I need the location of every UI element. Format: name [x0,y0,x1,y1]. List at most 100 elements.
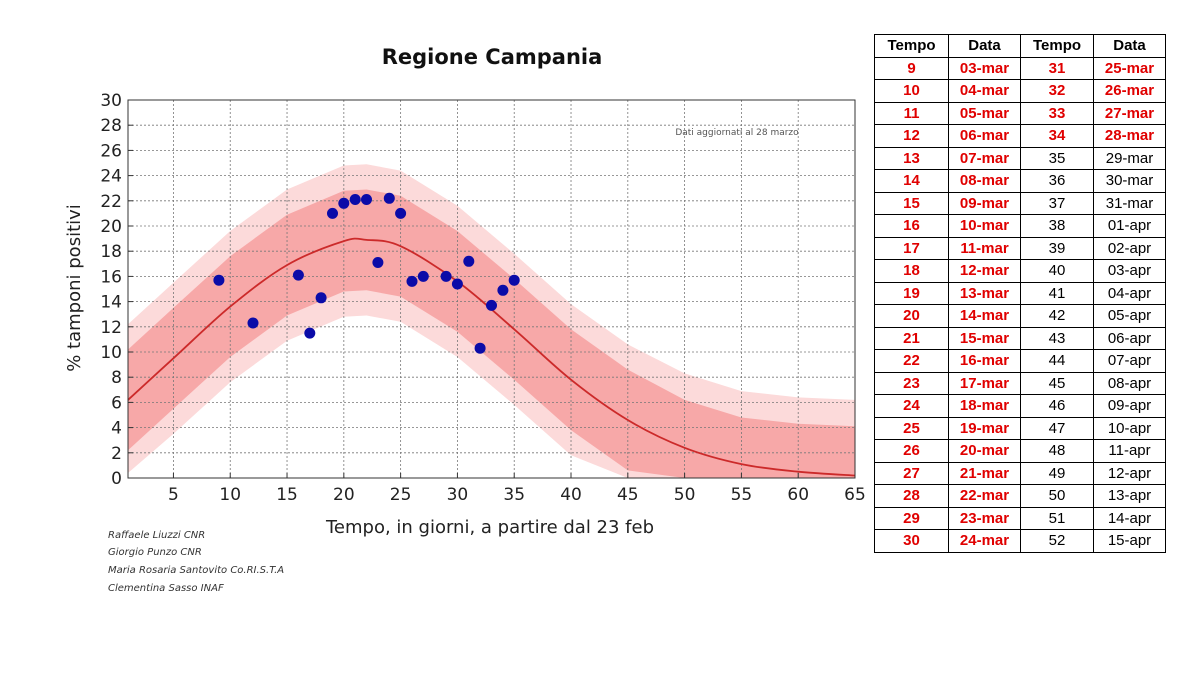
cell-data: 09-mar [948,191,1021,215]
cell-data: 05-mar [948,101,1021,125]
y-tick-label: 2 [111,444,122,464]
confidence-bands [128,164,855,479]
cell-data: 05-apr [1093,304,1166,328]
credit-line: Giorgio Punzo CNR [108,547,202,558]
x-tick-label: 15 [276,485,298,505]
cell-tempo: 41 [1020,281,1094,305]
table-row: 21 15-mar 43 06-apr [874,326,1166,350]
cell-data: 12-mar [948,259,1021,283]
table-row: 24 18-mar 46 09-apr [874,394,1166,418]
data-point [349,194,361,205]
cell-tempo: 44 [1020,349,1094,373]
data-point [486,299,497,311]
cell-data: 29-mar [1093,146,1166,170]
cell-tempo: 51 [1020,506,1094,530]
data-points [213,192,520,354]
y-tick-label: 22 [100,192,122,212]
cell-tempo: 21 [874,326,949,350]
header-data: Data [948,34,1021,58]
cell-data: 16-mar [948,349,1021,373]
y-tick-label: 6 [111,393,122,413]
cell-data: 22-mar [948,484,1021,508]
header-data: Data [1093,34,1166,58]
cell-data: 14-mar [948,304,1021,328]
plot-frame [127,99,856,479]
data-point [463,255,475,267]
y-tick-label: 24 [100,167,122,187]
cell-data: 11-apr [1093,439,1166,463]
cell-tempo: 24 [874,394,949,418]
data-point [338,197,350,209]
cell-tempo: 26 [874,439,949,463]
cell-tempo: 36 [1020,169,1094,193]
cell-data: 24-mar [948,529,1021,553]
cell-data: 15-apr [1093,529,1166,553]
cell-data: 15-mar [948,326,1021,350]
inner-band [128,189,855,478]
day-date-table: Tempo Data Tempo Data 9 03-mar 31 25-mar 10 0… [874,34,1166,553]
cell-data: 07-apr [1093,349,1166,373]
table-header-row: Tempo Data Tempo Data [874,34,1166,58]
cell-data: 17-mar [948,371,1021,395]
chart-title: Regione Campania [382,45,603,69]
cell-tempo: 20 [874,304,949,328]
cell-tempo: 49 [1020,461,1094,485]
cell-tempo: 42 [1020,304,1094,328]
grid [128,100,855,478]
x-tick-label: 20 [333,485,355,505]
y-tick-label: 18 [100,242,122,262]
data-point [395,207,407,219]
cell-data: 06-apr [1093,326,1166,350]
y-tick-label: 8 [111,368,122,388]
y-tick-label: 30 [100,91,122,111]
credit-line: Raffaele Liuzzi CNR [108,530,205,541]
data-point [383,192,395,204]
cell-tempo: 13 [874,146,949,170]
table-row: 20 14-mar 42 05-apr [874,304,1166,328]
cell-data: 28-mar [1093,124,1166,148]
data-point [292,269,304,281]
cell-data: 04-mar [948,79,1021,103]
cell-data: 26-mar [1093,79,1166,103]
cell-tempo: 47 [1020,416,1094,440]
cell-data: 09-apr [1093,394,1166,418]
y-tick-label: 16 [100,267,122,287]
x-tick-label: 30 [447,485,469,505]
cell-data: 06-mar [948,124,1021,148]
cell-tempo: 23 [874,371,949,395]
data-point [417,270,429,282]
cell-tempo: 50 [1020,484,1094,508]
cell-tempo: 35 [1020,146,1094,170]
table-row: 14 08-mar 36 30-mar [874,169,1166,193]
table-row: 27 21-mar 49 12-apr [874,461,1166,485]
cell-tempo: 25 [874,416,949,440]
cell-data: 08-apr [1093,371,1166,395]
x-tick-label: 10 [219,485,241,505]
cell-tempo: 32 [1020,79,1094,103]
cell-data: 21-mar [948,461,1021,485]
cell-data: 14-apr [1093,506,1166,530]
credits: Raffaele Liuzzi CNR Giorgio Punzo CNR Ma… [108,530,284,594]
x-tick-label: 50 [674,485,696,505]
cell-data: 30-mar [1093,169,1166,193]
cell-tempo: 16 [874,214,949,238]
data-point [327,207,338,219]
cell-data: 01-apr [1093,214,1166,238]
cell-tempo: 22 [874,349,949,373]
table-row: 23 17-mar 45 08-apr [874,371,1166,395]
data-point [372,257,384,268]
y-tick-label: 10 [100,343,122,363]
cell-tempo: 45 [1020,371,1094,395]
table-row: 30 24-mar 52 15-apr [874,529,1166,553]
cell-tempo: 29 [874,506,949,530]
cell-data: 02-apr [1093,236,1166,260]
data-point [440,270,452,282]
table-row: 22 16-mar 44 07-apr [874,349,1166,373]
table-row: 19 13-mar 41 04-apr [874,281,1166,305]
cell-data: 13-apr [1093,484,1166,508]
cell-tempo: 27 [874,461,949,485]
y-tick-label: 4 [111,419,122,439]
cell-tempo: 33 [1020,101,1094,125]
table-row: 18 12-mar 40 03-apr [874,259,1166,283]
